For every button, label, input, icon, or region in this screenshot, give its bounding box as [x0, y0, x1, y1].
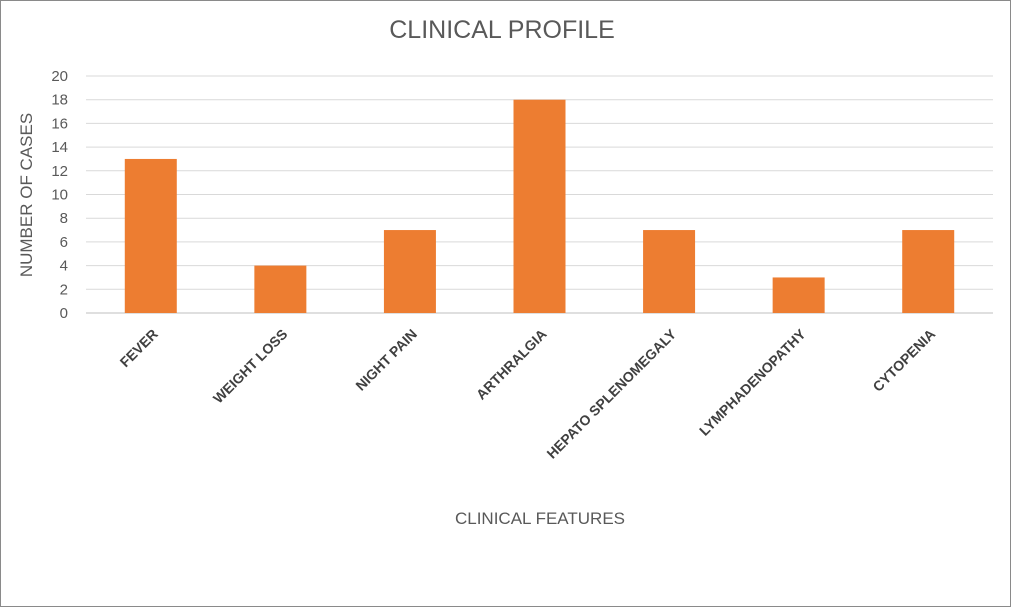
- x-tick-label: LYMPHADENOPATHY: [696, 325, 809, 438]
- bar-cytopenia: [902, 230, 955, 313]
- x-tick-label: CYTOPENIA: [869, 326, 938, 395]
- y-tick-label: 8: [60, 210, 68, 227]
- chart-title: CLINICAL PROFILE: [389, 16, 615, 44]
- y-tick-label: 20: [51, 68, 68, 85]
- x-tick-label: NIGHT PAIN: [352, 326, 420, 394]
- y-tick-label: 4: [60, 258, 68, 275]
- bar-fever: [124, 158, 177, 313]
- x-tick-label: WEIGHT LOSS: [210, 326, 291, 407]
- y-tick-label: 18: [51, 92, 68, 109]
- y-tick-label: 14: [51, 139, 68, 156]
- x-tick-label: ARTHRALGIA: [473, 326, 550, 403]
- y-tick-label: 0: [60, 305, 68, 322]
- x-tick-label: HEPATO SPLENOMEGALY: [543, 325, 679, 461]
- bar-hepato-splenomegaly: [643, 230, 696, 313]
- bar-lymphadenopathy: [772, 277, 825, 313]
- y-tick-label: 6: [60, 234, 68, 251]
- bar-weight-loss: [254, 265, 307, 313]
- y-tick-label: 2: [60, 281, 68, 298]
- x-tick-labels: FEVER WEIGHT LOSS NIGHT PAIN ARTHRALGIAHEPA…: [117, 325, 939, 461]
- bar-night-pain: [383, 230, 436, 313]
- y-tick-label: 16: [51, 115, 68, 132]
- y-tick-label: 10: [51, 187, 68, 204]
- y-axis-label: NUMBER OF CASES: [17, 113, 36, 277]
- x-tick-label: FEVER: [117, 326, 161, 370]
- x-axis-label: CLINICAL FEATURES: [455, 509, 625, 528]
- bar-arthralgia: [513, 99, 566, 313]
- y-tick-label: 12: [51, 163, 68, 180]
- y-tick-labels: 0 2 4 6 8 10 12 14 16 18 20: [51, 68, 68, 322]
- bars: [124, 99, 955, 313]
